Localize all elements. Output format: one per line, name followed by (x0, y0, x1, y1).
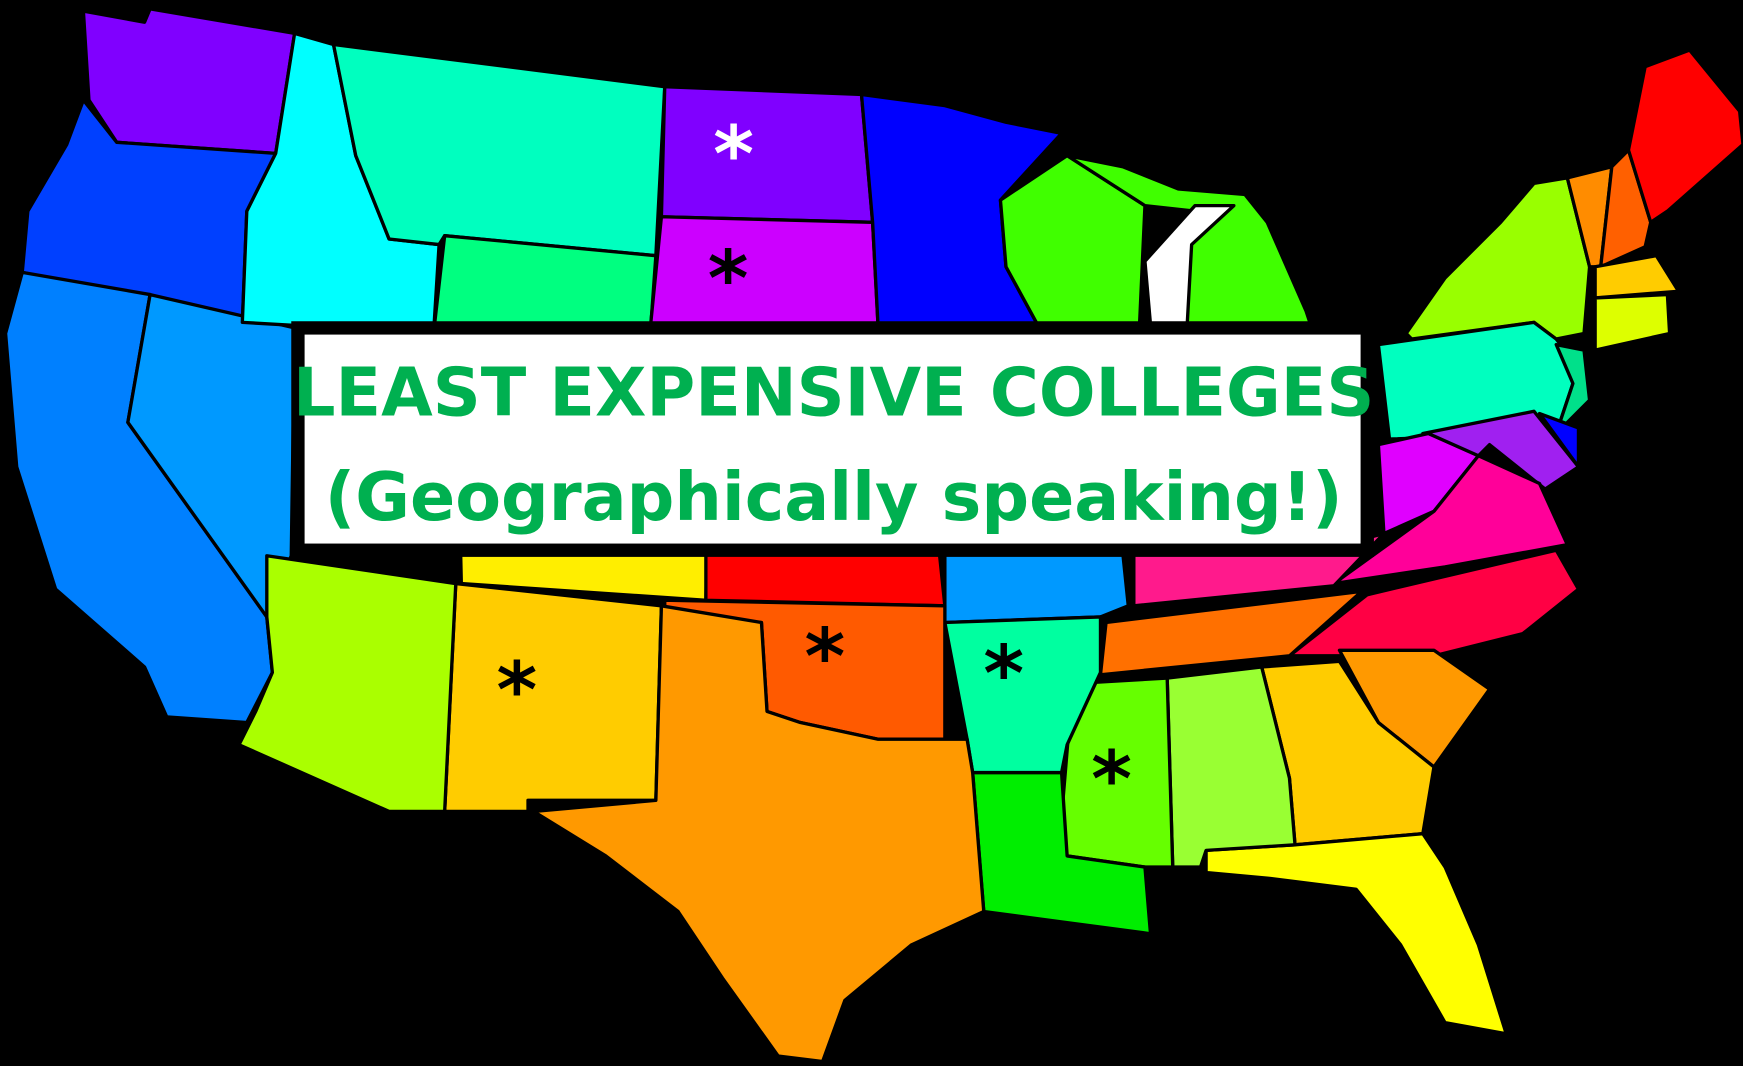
asterisk-marker-arkansas: * (983, 629, 1024, 719)
asterisk-marker-mississippi: * (1091, 735, 1132, 825)
state-me (1626, 48, 1743, 224)
asterisk-marker-north-dakota: * (713, 110, 754, 200)
state-la (970, 770, 1153, 936)
state-ma (1593, 253, 1681, 300)
state-de (1537, 411, 1581, 469)
asterisk-marker-oklahoma: * (804, 613, 845, 703)
title-box: LEAST EXPENSIVE COLLEGES (Geographically… (291, 321, 1374, 557)
state-tx (531, 604, 986, 1064)
state-mo (943, 550, 1130, 625)
state-fl (1204, 832, 1508, 1036)
state-sd (648, 215, 880, 330)
state-tn (1098, 589, 1364, 677)
state-va (1332, 454, 1570, 586)
asterisk-marker-new-mexico: * (497, 646, 538, 736)
state-wa (81, 7, 297, 156)
state-nm (442, 581, 664, 814)
state-al (1165, 665, 1297, 869)
asterisk-marker-south-dakota: * (708, 235, 749, 325)
state-az (237, 554, 458, 814)
state-nd (659, 85, 875, 224)
state-nj (1554, 342, 1592, 436)
state-ct (1593, 292, 1672, 352)
state-ks (704, 550, 947, 608)
title-box-frame (291, 321, 1374, 557)
state-md (1421, 409, 1581, 491)
title-line-1: LEAST EXPENSIVE COLLEGES (293, 354, 1374, 432)
state-nh (1599, 148, 1653, 269)
title-line-2: (Geographically speaking!) (325, 458, 1343, 536)
